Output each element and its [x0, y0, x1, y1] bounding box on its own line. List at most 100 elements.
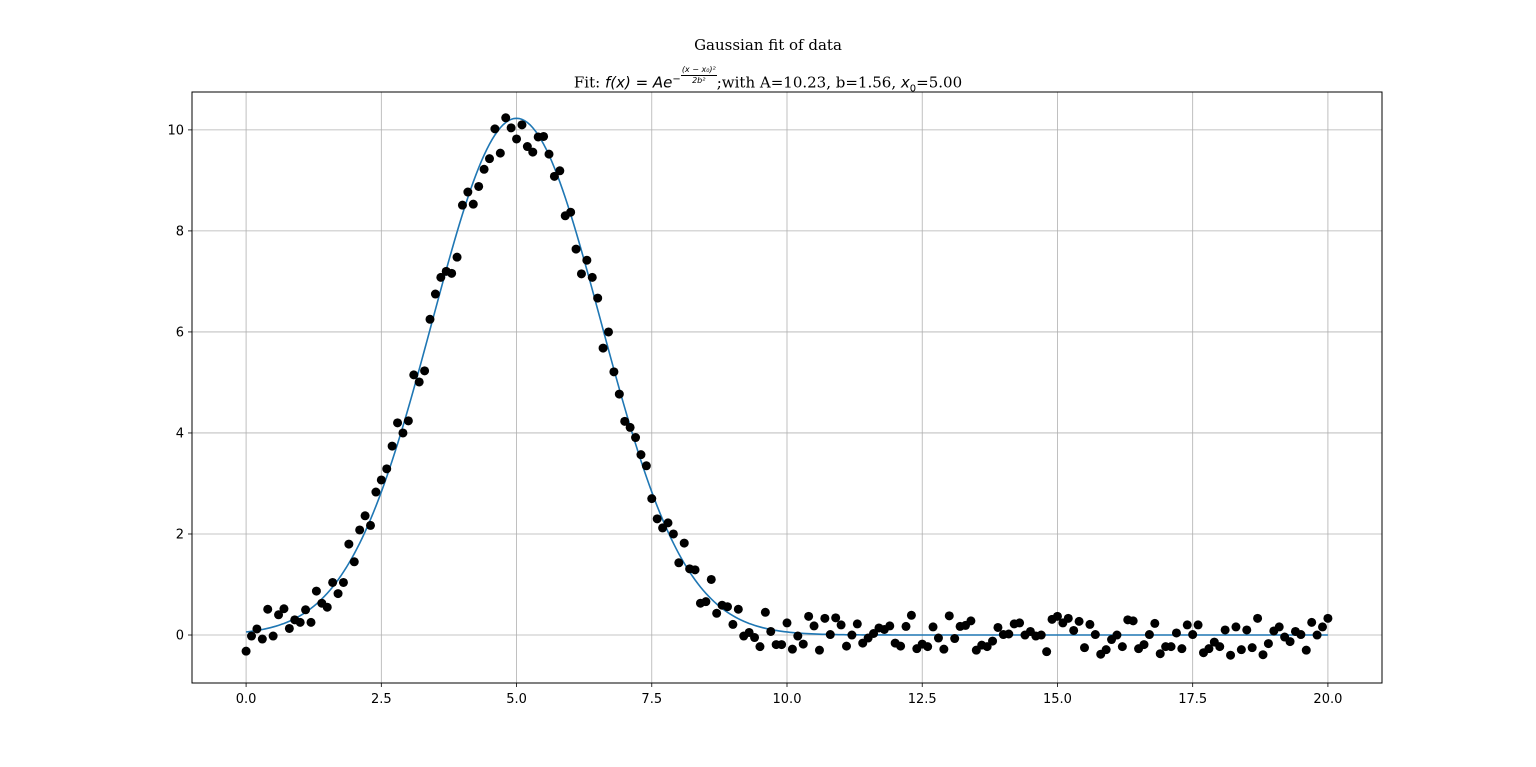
data-point: [360, 511, 370, 521]
data-point: [701, 597, 711, 607]
x-tick-label: 17.5: [1178, 692, 1207, 707]
data-point: [814, 645, 824, 655]
data-point: [306, 617, 316, 627]
data-point: [1139, 640, 1149, 650]
data-point: [809, 621, 819, 631]
data-point: [490, 124, 500, 134]
data-points: [241, 113, 1333, 660]
data-point: [501, 113, 511, 123]
data-point: [831, 613, 841, 623]
data-point: [852, 619, 862, 629]
data-point: [571, 244, 581, 254]
data-point: [1231, 622, 1241, 632]
data-point: [420, 366, 430, 376]
data-point: [690, 565, 700, 575]
y-tick-label: 6: [176, 325, 184, 340]
data-point: [906, 610, 916, 620]
data-point: [723, 602, 732, 612]
data-point: [604, 327, 613, 337]
x-tick-label: 7.5: [641, 692, 662, 707]
data-point: [760, 607, 770, 617]
data-point: [750, 633, 760, 643]
data-point: [436, 272, 446, 282]
x-axis: 0.0 2.5 5.0 7.5 10.0 12.5 15.0 17.5 20.0: [236, 683, 1342, 707]
data-point: [576, 269, 586, 279]
data-point: [284, 623, 294, 633]
grid: [192, 92, 1382, 683]
data-point: [1242, 625, 1252, 635]
data-point: [777, 640, 787, 650]
data-point: [1215, 642, 1225, 652]
data-point: [1004, 629, 1014, 639]
data-point: [798, 639, 808, 649]
data-point: [485, 154, 494, 164]
data-point: [1144, 630, 1154, 640]
data-point: [636, 450, 646, 460]
data-point: [593, 293, 603, 303]
fit-formula: f(x) = Ae: [604, 73, 673, 92]
data-point: [549, 171, 559, 181]
x-tick-label: 0.0: [236, 692, 257, 707]
data-point: [1166, 642, 1176, 652]
data-point: [247, 631, 256, 641]
data-point: [793, 631, 803, 641]
data-point: [885, 621, 895, 631]
data-point: [338, 577, 348, 587]
data-point: [728, 619, 738, 629]
data-point: [544, 149, 554, 159]
y-tick-label: 2: [176, 527, 184, 542]
data-point: [928, 622, 938, 632]
data-point: [387, 441, 397, 451]
data-point: [1318, 622, 1327, 632]
data-point: [279, 604, 289, 614]
y-tick-label: 4: [176, 426, 184, 441]
data-point: [333, 589, 343, 599]
data-point: [712, 608, 722, 618]
subtitle-params: ;with A=10.23, b=1.56,: [716, 73, 901, 92]
data-point: [257, 634, 267, 644]
data-point: [495, 148, 505, 158]
data-point: [382, 464, 392, 474]
data-point: [787, 644, 797, 654]
data-point: [322, 602, 332, 612]
data-point: [398, 428, 408, 438]
x-tick-label: 5.0: [506, 692, 527, 707]
data-point: [679, 538, 689, 548]
data-point: [1101, 645, 1111, 655]
data-point: [1117, 642, 1127, 652]
data-point: [295, 617, 305, 627]
data-point: [674, 558, 684, 568]
data-point: [517, 120, 527, 130]
y-tick-label: 0: [176, 629, 184, 644]
data-point: [652, 514, 662, 524]
data-point: [825, 630, 835, 640]
data-point: [457, 200, 467, 210]
data-point: [1323, 613, 1333, 623]
data-point: [993, 622, 1003, 632]
data-point: [1307, 617, 1317, 627]
exponent-denominator: 2b²: [692, 76, 706, 85]
data-point: [263, 604, 273, 614]
data-point: [555, 166, 565, 176]
data-point: [901, 621, 911, 631]
data-point: [311, 586, 321, 596]
data-point: [641, 461, 651, 471]
data-point: [468, 199, 478, 209]
data-point: [782, 618, 792, 628]
data-point: [869, 629, 879, 638]
data-point: [1128, 616, 1138, 626]
chart-title: Gaussian fit of data: [694, 36, 842, 54]
data-point: [598, 343, 608, 353]
data-point: [944, 611, 954, 621]
data-point: [1285, 637, 1295, 647]
data-point: [512, 134, 522, 144]
data-point: [1036, 630, 1046, 640]
data-point: [847, 630, 857, 640]
data-point: [1253, 613, 1263, 623]
data-point: [609, 367, 619, 377]
data-point: [820, 613, 830, 623]
data-point: [733, 604, 743, 614]
data-point: [1258, 650, 1268, 660]
data-point: [1085, 619, 1095, 629]
data-point: [1052, 611, 1062, 621]
